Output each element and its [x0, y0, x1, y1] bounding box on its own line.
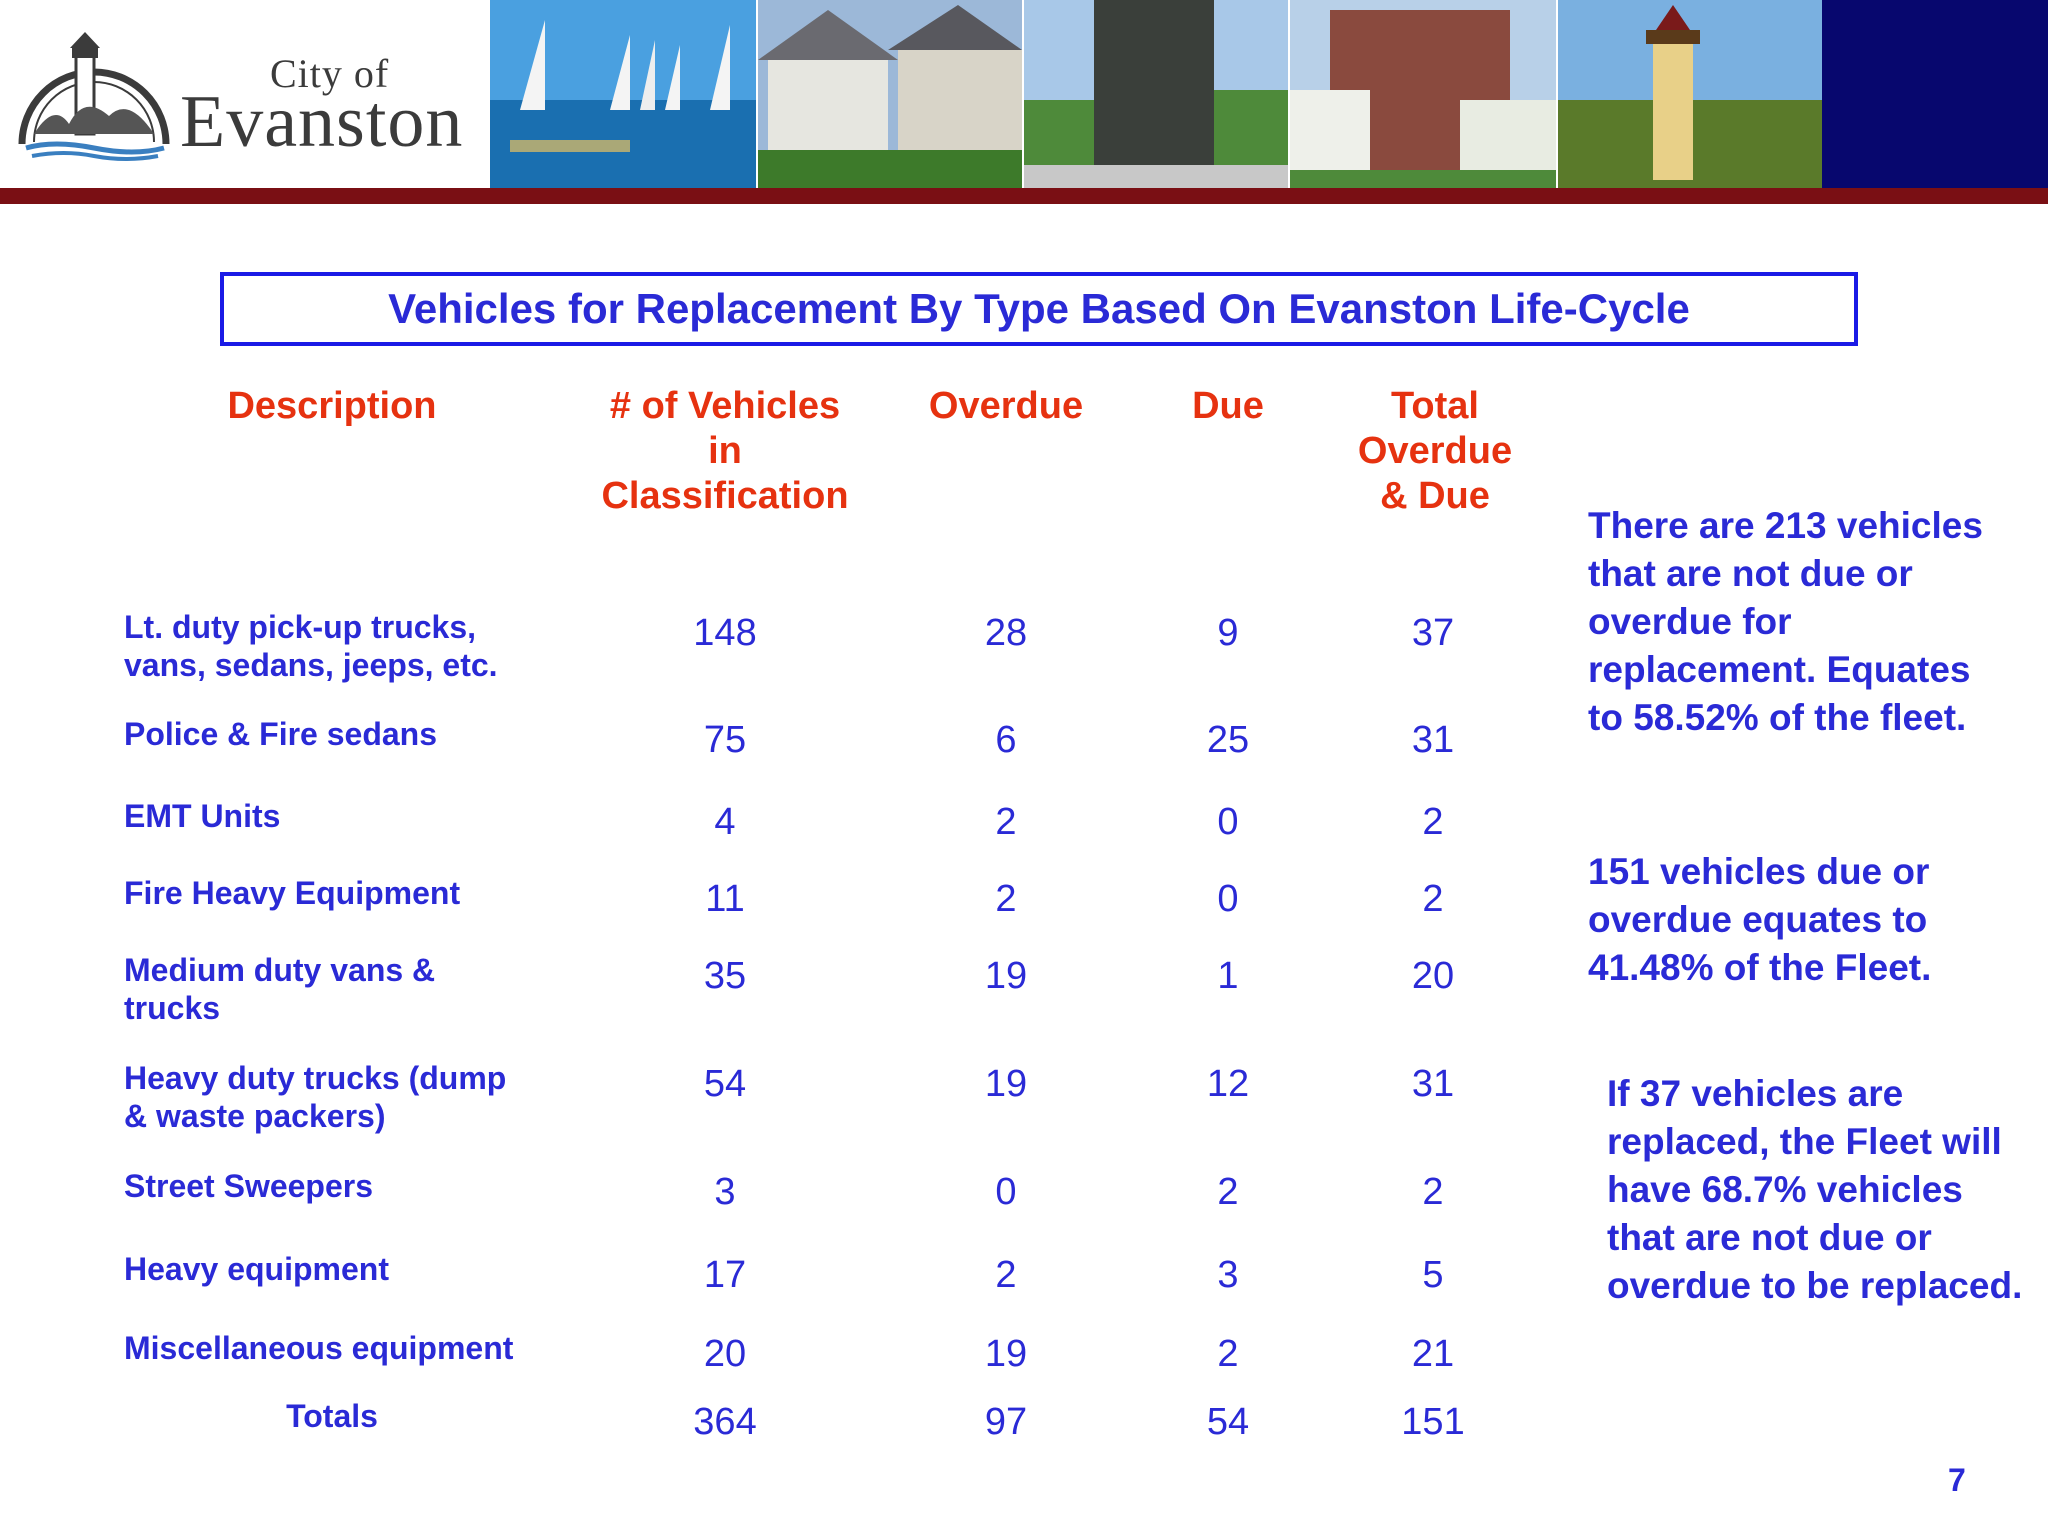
cell-overdue: 2: [995, 878, 1017, 920]
table-row: Miscellaneous equipment 20 19 2 21: [0, 1329, 1540, 1409]
total-overdue: 97: [984, 1401, 1028, 1443]
table-row: Heavy duty trucks (dump & waste packers)…: [0, 1059, 1540, 1139]
cell-due: 2: [1217, 1333, 1239, 1375]
row-description: Heavy duty trucks (dump & waste packers): [124, 1060, 507, 1134]
cell-num-vehicles: 20: [703, 1333, 747, 1375]
cell-due: 0: [1217, 878, 1239, 920]
cell-due: 0: [1217, 801, 1239, 843]
brick-building-photo: [1290, 0, 1556, 188]
row-description: Lt. duty pick-up trucks, vans, sedans, j…: [124, 609, 498, 683]
cell-total: 31: [1411, 1063, 1455, 1105]
table-row: Lt. duty pick-up trucks, vans, sedans, j…: [0, 608, 1540, 688]
total-overdue-and-due: 151: [1401, 1401, 1465, 1443]
note-replacement-projection: If 37 vehicles are replaced, the Fleet w…: [1607, 1073, 2023, 1306]
column-header-num-vehicles: # of Vehicles in Classification: [601, 385, 849, 517]
houses-photo: [758, 0, 1022, 188]
cell-due: 25: [1206, 719, 1250, 761]
page-title: Vehicles for Replacement By Type Based O…: [388, 285, 1690, 332]
header-banner: City of Evanston: [0, 0, 2048, 188]
cell-overdue: 0: [995, 1171, 1017, 1213]
cell-total: 2: [1422, 1171, 1444, 1213]
cell-num-vehicles: 35: [703, 955, 747, 997]
cell-overdue: 19: [984, 1333, 1028, 1375]
cell-overdue: 28: [984, 612, 1028, 654]
table-row: Heavy equipment 17 2 3 5: [0, 1250, 1540, 1330]
cell-num-vehicles: 75: [703, 719, 747, 761]
cell-total: 37: [1411, 612, 1455, 654]
cell-due: 9: [1217, 612, 1239, 654]
cell-num-vehicles: 3: [714, 1171, 736, 1213]
totals-row: Totals 364 97 54 151: [0, 1397, 1540, 1477]
cell-due: 12: [1206, 1063, 1250, 1105]
cell-num-vehicles: 4: [714, 801, 736, 843]
column-header-description: Description: [227, 385, 437, 427]
cell-num-vehicles: 148: [693, 612, 757, 654]
column-header-overdue: Overdue: [928, 385, 1084, 427]
cell-overdue: 2: [995, 1254, 1017, 1296]
column-header-due: Due: [1192, 385, 1264, 427]
cell-overdue: 19: [984, 955, 1028, 997]
city-logo: City of Evanston: [0, 0, 490, 188]
cell-overdue: 6: [995, 719, 1017, 761]
logo-text-evanston: Evanston: [180, 81, 464, 163]
table-row: Street Sweepers 3 0 2 2: [0, 1167, 1540, 1247]
row-description: Heavy equipment: [124, 1251, 389, 1287]
logo-text-city-of: City of: [270, 51, 390, 96]
cell-total: 21: [1411, 1333, 1455, 1375]
cell-due: 2: [1217, 1171, 1239, 1213]
cell-total: 20: [1411, 955, 1455, 997]
row-description: EMT Units: [124, 798, 281, 834]
lighthouse-seal-icon: [18, 32, 170, 161]
header-divider: [0, 188, 2048, 204]
total-due: 54: [1206, 1401, 1250, 1443]
title-box: Vehicles for Replacement By Type Based O…: [220, 272, 1858, 346]
page-number: 7: [1948, 1462, 1966, 1498]
row-description: Miscellaneous equipment: [124, 1330, 514, 1366]
table-row: Medium duty vans & trucks 35 19 1 20: [0, 951, 1540, 1031]
column-header-total: Total Overdue & Due: [1357, 385, 1513, 517]
row-description: Fire Heavy Equipment: [124, 875, 461, 911]
table-row: Police & Fire sedans 75 6 25 31: [0, 715, 1540, 795]
cell-due: 3: [1217, 1254, 1239, 1296]
cell-total: 31: [1411, 719, 1455, 761]
table-row: EMT Units 4 2 0 2: [0, 797, 1540, 877]
row-description: Street Sweepers: [124, 1168, 374, 1204]
row-description: Medium duty vans & trucks: [124, 952, 436, 1026]
cell-num-vehicles: 11: [705, 878, 745, 920]
cell-total: 5: [1422, 1254, 1444, 1296]
cell-overdue: 2: [995, 801, 1017, 843]
cell-overdue: 19: [984, 1063, 1028, 1105]
cell-total: 2: [1422, 878, 1444, 920]
table-row: Fire Heavy Equipment 11 2 0 2: [0, 874, 1540, 954]
totals-label: Totals: [286, 1398, 378, 1434]
cell-num-vehicles: 17: [703, 1254, 747, 1296]
row-description: Police & Fire sedans: [124, 716, 438, 752]
lighthouse-photo: [1558, 0, 1822, 188]
note-not-due-vehicles: There are 213 vehicles that are not due …: [1588, 505, 1983, 738]
cell-due: 1: [1217, 955, 1239, 997]
sailboats-photo: [490, 0, 756, 188]
note-due-overdue-vehicles: 151 vehicles due or overdue equates to 4…: [1588, 851, 1932, 988]
navy-banner-block: [1822, 0, 2048, 188]
total-num-vehicles: 364: [693, 1401, 757, 1443]
cell-num-vehicles: 54: [703, 1063, 747, 1105]
cell-total: 2: [1422, 801, 1444, 843]
tower-photo: [1024, 0, 1288, 188]
